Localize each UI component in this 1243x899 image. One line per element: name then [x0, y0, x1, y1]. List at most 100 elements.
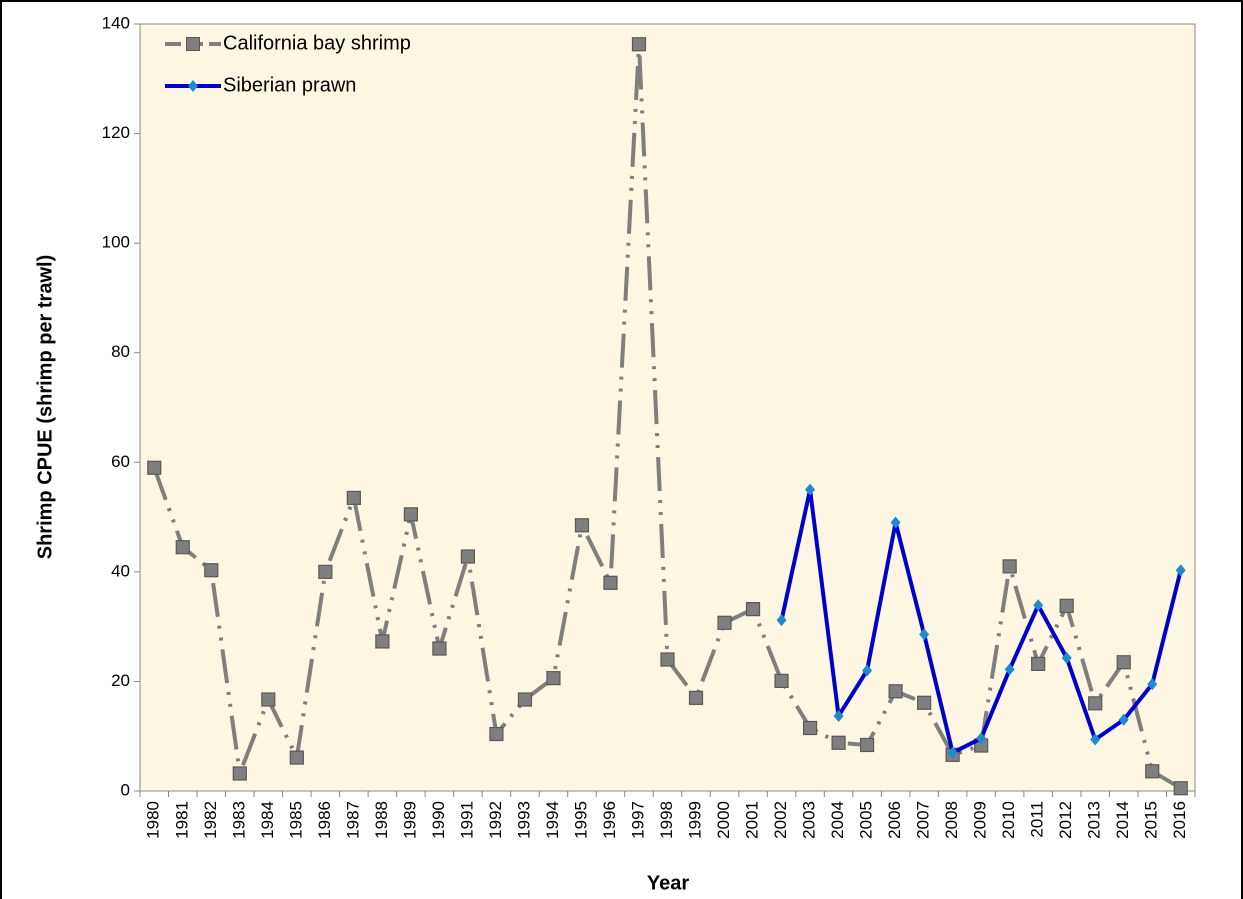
marker	[1145, 764, 1160, 779]
marker	[888, 684, 903, 699]
x-tick-label: 2002	[771, 801, 790, 839]
marker	[1090, 733, 1101, 746]
x-tick-label: 1994	[543, 801, 562, 839]
marker	[890, 516, 901, 529]
x-tick-label: 1998	[657, 801, 676, 839]
y-tick-label: 40	[111, 561, 130, 580]
x-tick-label: 1990	[429, 801, 448, 839]
marker	[831, 735, 846, 750]
marker	[432, 641, 447, 656]
x-tick-label: 1986	[315, 801, 334, 839]
x-tick-label: 1984	[258, 801, 277, 839]
x-tick-label: 2006	[885, 801, 904, 839]
plot-area	[139, 23, 1196, 792]
x-tick-label: 2001	[743, 801, 762, 839]
x-tick-label: 1999	[685, 801, 704, 839]
marker	[460, 549, 476, 564]
x-tick-label: 1982	[201, 801, 220, 839]
marker	[1004, 663, 1015, 676]
marker	[919, 628, 930, 641]
legend-marker	[188, 80, 198, 92]
marker	[546, 671, 561, 686]
x-tick-label: 2000	[714, 801, 733, 839]
marker	[1088, 696, 1103, 711]
y-axis-title: Shrimp CPUE (shrimp per trawl)	[34, 255, 56, 560]
marker	[1173, 781, 1188, 796]
y-tick-label: 80	[111, 342, 130, 361]
marker	[1116, 655, 1131, 670]
marker	[1118, 713, 1129, 726]
x-tick-label: 2003	[800, 801, 819, 839]
x-tick-label: 1988	[372, 801, 391, 839]
x-tick-label: 1980	[144, 801, 163, 839]
marker	[489, 726, 504, 742]
y-tick-label: 100	[102, 233, 130, 252]
y-tick-label: 20	[111, 671, 130, 690]
x-tick-label: 1991	[457, 801, 476, 839]
x-tick-label: 1995	[571, 801, 590, 839]
y-tick-label: 0	[121, 780, 130, 799]
marker	[631, 37, 647, 52]
marker	[774, 673, 789, 688]
x-tick-label: 2004	[828, 801, 847, 839]
marker	[1059, 598, 1074, 613]
x-tick-label: 2015	[1142, 801, 1161, 839]
marker	[862, 664, 873, 677]
marker	[660, 652, 675, 667]
marker	[261, 692, 276, 707]
legend-marker	[186, 37, 200, 51]
marker	[1002, 559, 1017, 574]
marker	[375, 634, 390, 649]
marker	[859, 737, 875, 753]
marker	[976, 732, 987, 745]
marker	[175, 540, 190, 555]
marker	[1175, 564, 1186, 577]
marker	[802, 720, 818, 736]
x-tick-label: 2005	[857, 801, 876, 839]
y-tick-label: 120	[102, 123, 130, 142]
x-tick-label: 2008	[942, 801, 961, 839]
legend-item: Siberian prawn	[165, 74, 356, 96]
x-tick-label: 2016	[1170, 801, 1189, 839]
marker	[1033, 599, 1044, 612]
marker	[717, 615, 732, 630]
marker	[776, 614, 787, 627]
x-tick-label: 1997	[628, 801, 647, 839]
marker	[204, 563, 219, 578]
marker	[805, 483, 816, 496]
x-tick-label: 1981	[172, 801, 191, 839]
y-tick-label: 60	[111, 452, 130, 471]
x-axis-title: Year	[647, 872, 689, 894]
x-tick-label: 2014	[1113, 801, 1132, 839]
x-tick-label: 2013	[1085, 801, 1104, 839]
marker	[403, 507, 418, 522]
x-tick-label: 2007	[914, 801, 933, 839]
x-tick-label: 2010	[999, 801, 1018, 839]
marker	[1147, 678, 1158, 691]
x-tick-label: 1996	[600, 801, 619, 839]
legend-label: Siberian prawn	[223, 74, 356, 96]
x-tick-label: 1985	[286, 801, 305, 839]
x-tick-label: 1992	[486, 801, 505, 839]
marker	[289, 750, 304, 765]
marker	[917, 695, 932, 710]
x-tick-label: 1993	[514, 801, 533, 839]
marker	[1061, 651, 1072, 664]
marker	[603, 575, 618, 590]
marker	[745, 602, 761, 617]
legend-label: California bay shrimp	[223, 32, 411, 54]
x-tick-label: 2012	[1056, 801, 1075, 839]
marker	[833, 709, 844, 722]
y-tick-label: 140	[102, 13, 130, 32]
legend-item: California bay shrimp	[165, 32, 411, 54]
marker	[147, 460, 162, 475]
marker	[574, 518, 590, 533]
marker	[688, 690, 704, 705]
marker	[1031, 656, 1046, 671]
marker	[318, 564, 333, 579]
x-tick-label: 2011	[1028, 801, 1047, 838]
x-tick-label: 2009	[971, 801, 990, 839]
marker	[346, 490, 361, 505]
